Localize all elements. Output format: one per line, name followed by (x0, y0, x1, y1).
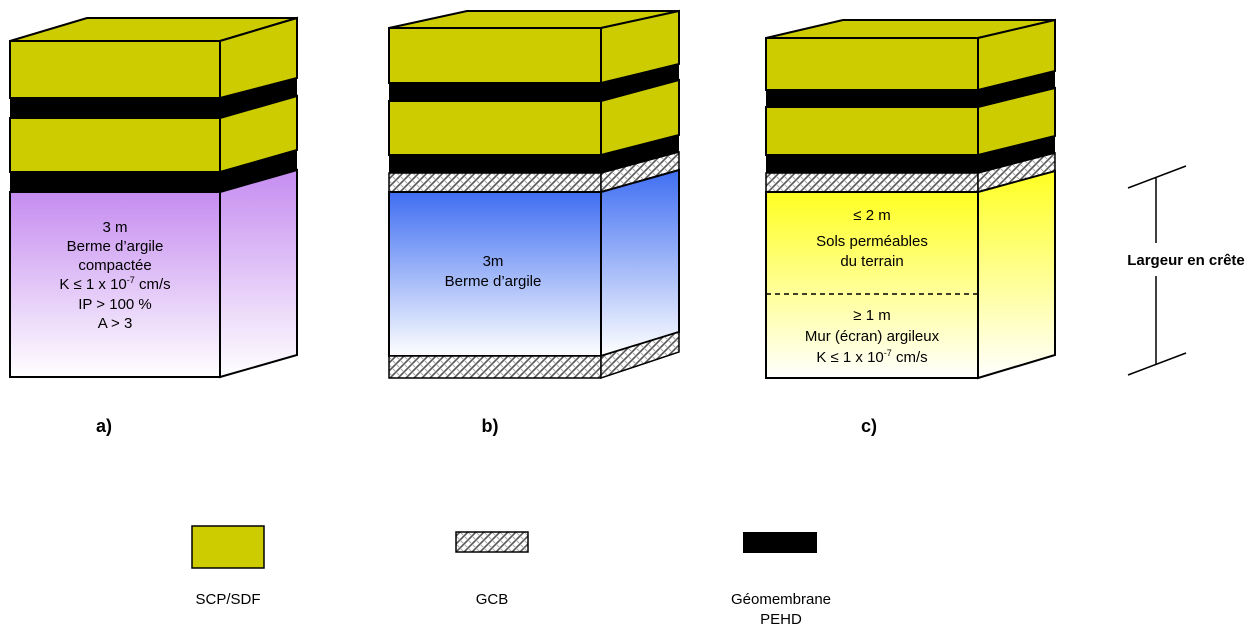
block-c-lower-line-2: Mur (écran) argileux (805, 328, 940, 345)
block-a-geomembrane-1 (10, 98, 220, 118)
block-b-side-geomembrane-2 (601, 135, 679, 173)
block-c-scp-layer-2 (765, 106, 979, 156)
block-b-side-clay (600, 168, 680, 358)
block-a-scp-layer-2 (9, 117, 221, 173)
gcb-swatch (455, 531, 529, 553)
legend: SCP/SDF GCB Géomembrane PEHD (191, 525, 831, 628)
block-c-lower-line-1: ≥ 1 m (853, 307, 890, 324)
block-c-upper-line-2: Sols perméables (816, 233, 928, 250)
block-b-clay-berm (388, 191, 602, 357)
block-a-line-1: 3 m (102, 219, 127, 236)
block-a-line-4: K ≤ 1 x 10-7 cm/s (59, 275, 170, 293)
block-c-side-geomembrane-1 (978, 71, 1055, 107)
block-b-scp-layer-1 (388, 27, 602, 84)
block-c: ≤ 2 m Sols perméables du terrain ≥ 1 m M… (765, 18, 1056, 436)
block-b-scp-layer-2 (388, 100, 602, 156)
block-c-upper-line-3: du terrain (840, 253, 903, 270)
block-b-geomembrane-2 (389, 155, 601, 173)
block-c-geomembrane-2 (766, 155, 978, 173)
block-b-line-1: 3m (483, 253, 504, 270)
block-c-side-soil (977, 169, 1056, 380)
block-a-side-geomembrane-1 (220, 78, 297, 118)
block-a-line-6: A > 3 (98, 315, 133, 332)
scp-swatch (191, 525, 265, 569)
block-a-side-geomembrane-2 (220, 150, 297, 192)
block-b-side-gcb-bottom (600, 330, 680, 380)
block-a-line-2: Berme d’argile (67, 238, 164, 255)
block-c-geomembrane-1 (766, 90, 978, 107)
block-c-side-geomembrane-2 (978, 136, 1055, 173)
block-c-upper-line-1: ≤ 2 m (853, 207, 890, 224)
block-c-lower-line-3: K ≤ 1 x 10-7 cm/s (816, 348, 927, 366)
block-a-label: a) (96, 416, 112, 436)
legend-geomembrane-label-2: PEHD (760, 611, 802, 628)
block-b-geomembrane-1 (389, 83, 601, 101)
legend-geomembrane-label-1: Géomembrane (731, 591, 831, 608)
block-a-side-clay (219, 168, 298, 379)
block-b: 3m Berme d’argile b) (388, 9, 680, 436)
block-c-scp-layer-1 (765, 37, 979, 91)
block-b-gcb-top (388, 172, 602, 193)
block-b-label: b) (482, 416, 499, 436)
block-a-clay-berm (9, 191, 221, 378)
crest-width-dimension: Largeur en crête (1127, 165, 1245, 376)
block-b-side-geomembrane-1 (601, 64, 679, 101)
block-a-scp-layer-1 (9, 40, 221, 99)
block-a-line-3: compactée (78, 257, 151, 274)
block-b-line-2: Berme d’argile (445, 273, 542, 290)
legend-gcb-label: GCB (476, 591, 509, 608)
block-b-gcb-bottom (388, 355, 602, 379)
geomembrane-swatch (743, 532, 817, 553)
block-a-geomembrane-2 (10, 172, 220, 192)
block-a: 3 m Berme d’argile compactée K ≤ 1 x 10-… (9, 16, 298, 436)
block-c-gcb (765, 172, 979, 193)
legend-scp-label: SCP/SDF (195, 591, 260, 608)
block-c-label: c) (861, 416, 877, 436)
block-a-line-5: IP > 100 % (78, 296, 152, 313)
crest-width-label: Largeur en crête (1127, 252, 1245, 269)
